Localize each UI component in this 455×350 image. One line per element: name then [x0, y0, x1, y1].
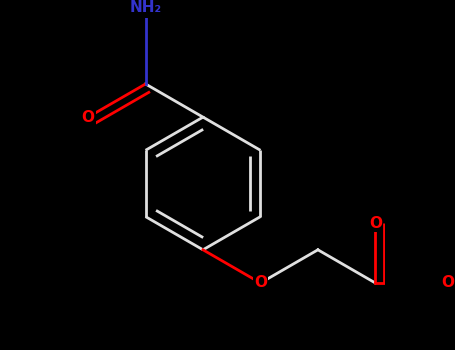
- Text: OH: OH: [442, 275, 455, 290]
- Text: O: O: [254, 275, 267, 290]
- Text: O: O: [369, 216, 382, 231]
- Text: NH₂: NH₂: [130, 0, 162, 15]
- Text: O: O: [81, 110, 95, 125]
